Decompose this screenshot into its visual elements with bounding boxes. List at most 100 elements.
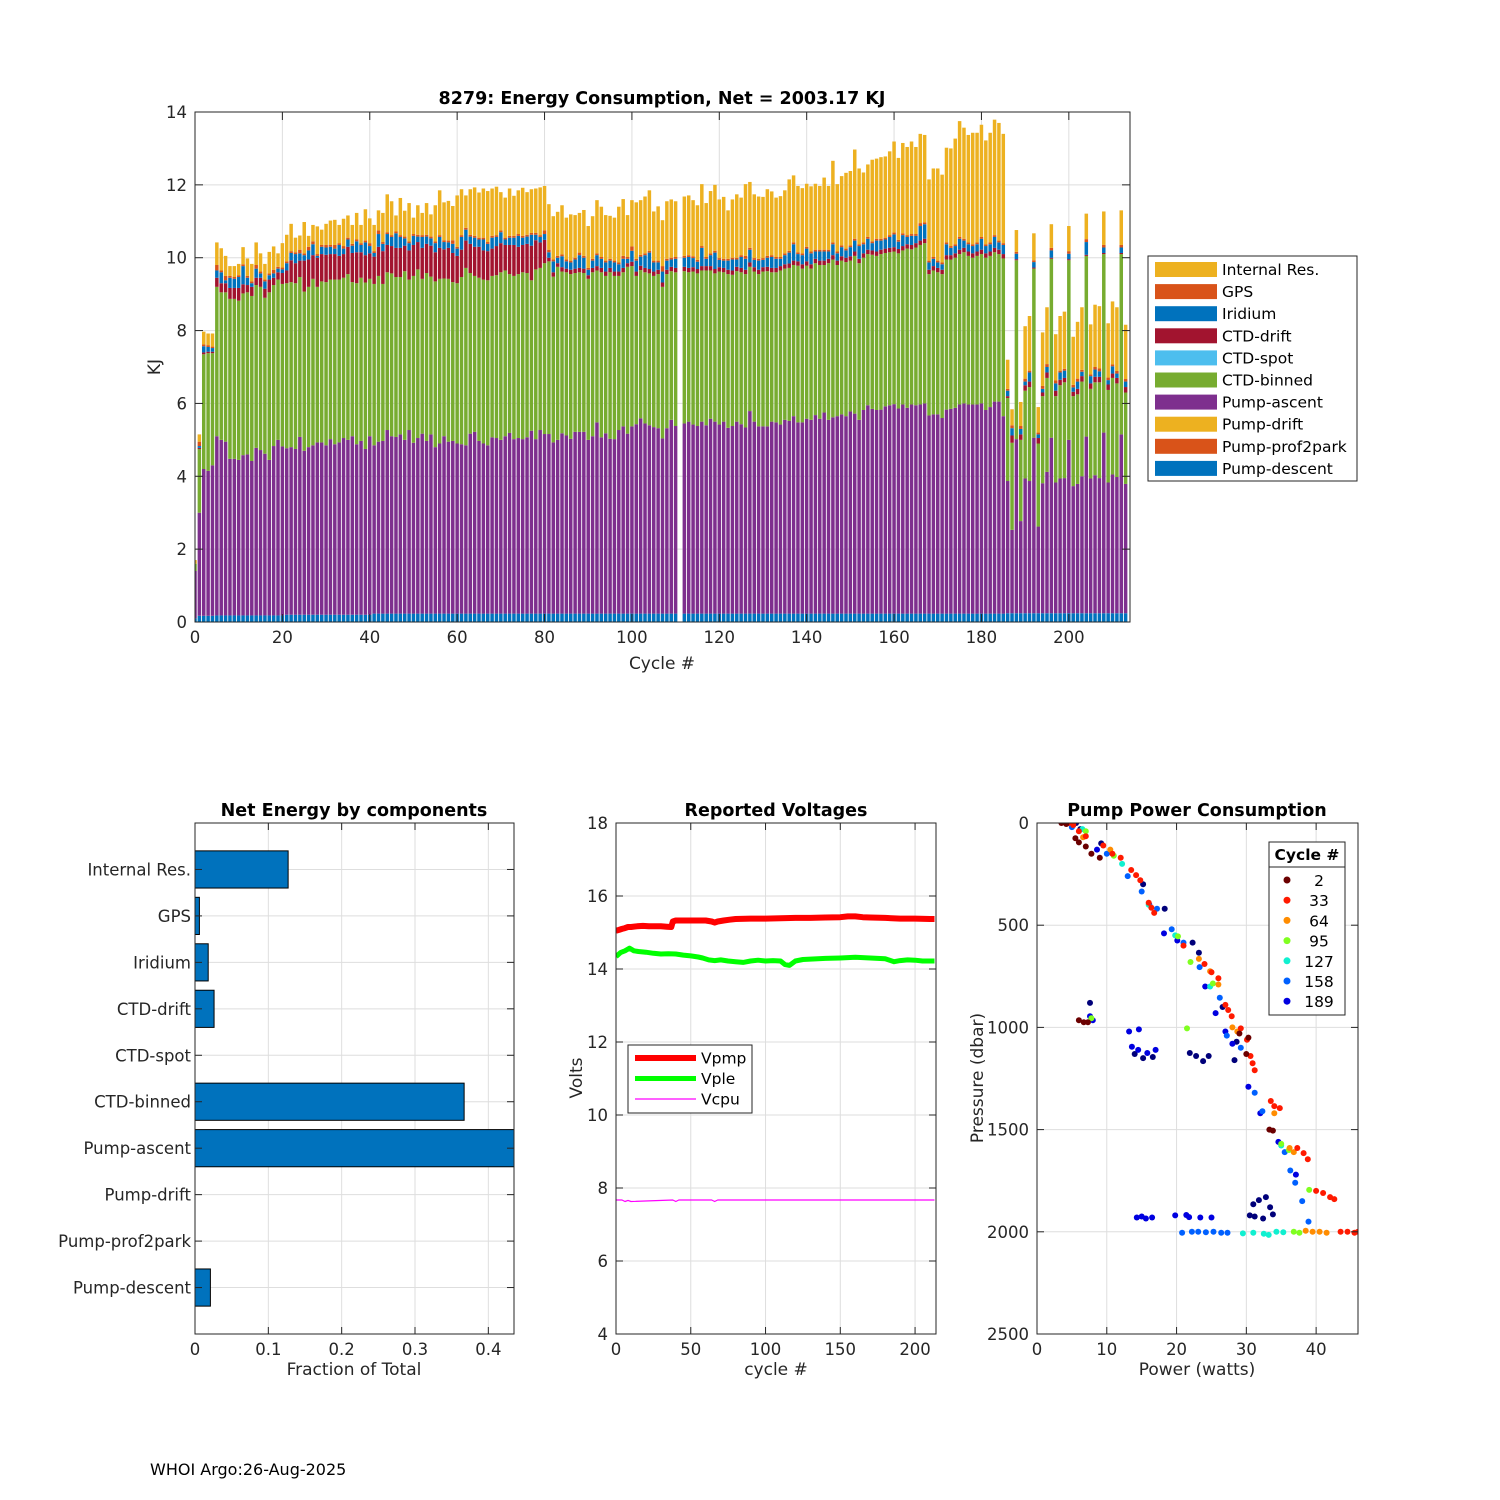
bar-segment-ctd-binned [223, 292, 228, 442]
bar-segment-pump-descent [346, 614, 350, 622]
bar-segment-gps [669, 257, 673, 260]
x-tick-label: 140 [791, 628, 823, 647]
bar-segment-ctd-drift [359, 252, 363, 278]
bar-segment-iridium [494, 236, 499, 247]
bar-segment-gps [206, 345, 210, 347]
bar-segment-ctd-binned [914, 247, 918, 406]
bar-segment-pump-ascent [700, 421, 704, 614]
bar-segment-ctd-drift [652, 271, 656, 276]
bar-segment-ctd-drift [730, 270, 735, 275]
category-label: CTD-binned [94, 1093, 191, 1112]
bar-segment-pump-descent [857, 613, 861, 622]
bar-segment-internal-res [245, 258, 250, 276]
bar-segment-pump-ascent [315, 442, 320, 615]
bar-segment-ctd-drift [909, 244, 914, 250]
legend-label: CTD-drift [1222, 327, 1292, 345]
bar-segment-pump-descent [232, 615, 237, 622]
bar-segment-pump-descent [1001, 613, 1006, 622]
bar-segment-pump-ascent [979, 403, 984, 614]
legend-item-ctd-binned: CTD-binned [1155, 372, 1313, 390]
bar-segment-iridium [603, 262, 608, 272]
bar-segment-internal-res [686, 195, 691, 256]
bar-segment-ctd-binned [219, 292, 223, 440]
scatter-point-cycle-189 [1152, 1046, 1159, 1053]
bar-segment-iridium [704, 258, 708, 267]
bar-segment-iridium [870, 243, 874, 251]
bar-segment-pump-ascent [617, 430, 621, 614]
bar-segment-pump-descent [739, 613, 743, 622]
bar-segment-ctd-drift [267, 279, 272, 293]
bar-segment-gps [402, 236, 407, 239]
bar-segment-ctd-drift [424, 243, 429, 274]
scatter-point-cycle-2 [1245, 1034, 1252, 1041]
bar-segment-iridium [953, 246, 957, 254]
bar-segment-internal-res [1088, 324, 1093, 375]
bar-segment-gps [341, 246, 346, 249]
bar-segment-ctd-drift [306, 259, 311, 287]
bar-segment-iridium [918, 226, 923, 241]
bar-segment-internal-res [494, 186, 499, 236]
bar-segment-internal-res [726, 210, 730, 259]
bar-segment-pump-ascent [669, 419, 673, 614]
bar-segment-ctd-binned [306, 286, 311, 448]
bar-segment-pump-ascent [337, 442, 341, 615]
bar-segment-pump-ascent [582, 431, 586, 614]
bar-segment-pump-descent [595, 613, 599, 622]
scatter-point-cycle-64 [1271, 1110, 1278, 1117]
bar-segment-iridium [835, 253, 840, 261]
bar-segment-ctd-binned [1067, 260, 1071, 440]
bar-segment-pump-descent [673, 613, 678, 622]
bar-segment-iridium [940, 264, 944, 270]
scatter-point-cycle-33 [1251, 1067, 1258, 1074]
bar-segment-internal-res [241, 247, 245, 265]
bar-segment-iridium [555, 257, 560, 264]
bar-segment-pump-ascent [534, 439, 538, 614]
bar-segment-pump-ascent [1049, 437, 1054, 614]
bar-segment-internal-res [809, 186, 813, 252]
scatter-point-cycle-64 [1323, 1229, 1330, 1236]
bar-segment-iridium [464, 229, 468, 241]
bar-segment-gps [673, 256, 678, 259]
bar-segment-ctd-binned [940, 274, 944, 418]
bar-segment-gps [743, 255, 748, 259]
bar-segment-pump-ascent [1119, 434, 1124, 614]
bar-segment-gps [324, 244, 328, 248]
bar-segment-internal-res [652, 211, 656, 261]
bar-segment-gps [1080, 369, 1084, 372]
bar-segment-ctd-drift [494, 246, 499, 276]
bar-segment-internal-res [883, 156, 888, 238]
bar-segment-iridium [695, 261, 700, 270]
bar-segment-ctd-binned [499, 272, 503, 440]
bar-segment-gps [1053, 380, 1058, 384]
scatter-point-cycle-2 [1269, 1127, 1276, 1134]
bar-segment-internal-res [647, 190, 652, 251]
bar-segment-internal-res [800, 188, 805, 254]
bar-segment-ctd-drift [721, 267, 726, 273]
bar-segment-iridium [206, 346, 210, 352]
bar-segment-gps [1014, 251, 1019, 254]
bar-segment-pump-descent [660, 613, 665, 622]
bar-segment-ctd-drift [595, 266, 599, 271]
scatter-point-cycle-33 [1271, 1103, 1278, 1110]
bar-segment-iridium [333, 248, 337, 255]
bar-segment-gps [337, 243, 341, 245]
bar-segment-internal-res [381, 212, 385, 243]
bar-segment-internal-res [936, 168, 940, 261]
bar-segment-iridium [813, 251, 818, 259]
scatter-point-cycle-95 [1278, 1140, 1285, 1147]
bar-segment-iridium [879, 240, 883, 250]
bar-segment-pump-ascent [250, 460, 254, 616]
bar-segment-iridium [271, 273, 276, 278]
bar-segment-pump-descent [1045, 613, 1049, 622]
bar-segment-internal-res [472, 187, 477, 236]
scatter-point-cycle-189 [1135, 1026, 1142, 1033]
scatter-point-cycle-33 [1082, 833, 1089, 840]
bar-segment-pump-ascent [708, 418, 713, 614]
bar-segment-pump-ascent [455, 443, 459, 614]
bar-segment-gps [376, 230, 381, 235]
bar-segment-internal-res [940, 174, 944, 263]
bar-segment-pump-ascent [870, 408, 874, 614]
bar-segment-internal-res [520, 187, 525, 236]
bar-segment-pump-ascent [735, 421, 739, 614]
bar-segment-ctd-binned [748, 266, 752, 412]
